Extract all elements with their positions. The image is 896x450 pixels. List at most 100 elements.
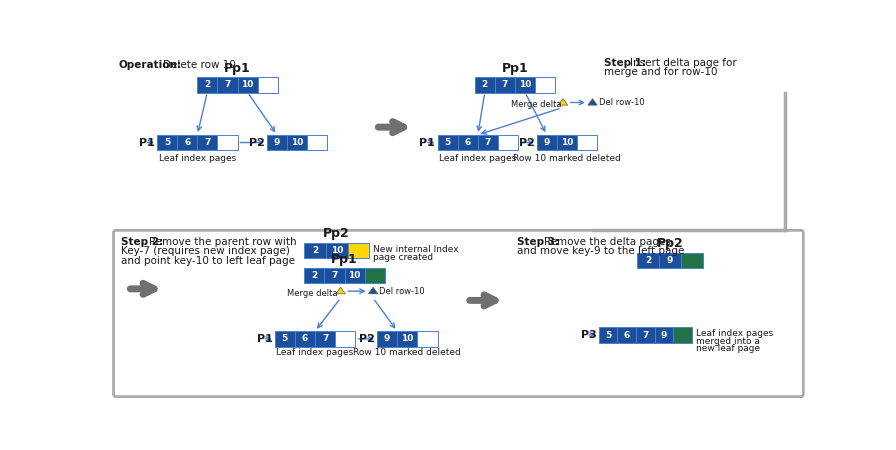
Bar [458,135,478,150]
Bar [495,77,515,93]
Bar [307,135,327,150]
Text: 2: 2 [312,246,318,255]
Text: 10: 10 [561,138,573,147]
Text: 10: 10 [331,246,343,255]
Text: Insert delta page for: Insert delta page for [630,58,737,68]
Text: new leaf page: new leaf page [696,344,761,353]
Text: 10: 10 [401,334,413,343]
Text: 9: 9 [544,138,550,147]
Bar [535,77,556,93]
Text: 2: 2 [482,80,488,89]
Text: 10: 10 [349,271,361,280]
Polygon shape [336,287,345,294]
Polygon shape [588,99,597,105]
Text: 7: 7 [485,138,491,147]
Bar [237,77,258,93]
Text: 9: 9 [667,256,673,265]
Text: 2: 2 [204,80,211,89]
Text: 9: 9 [384,334,391,343]
Bar [157,135,177,150]
Text: Remove the parent row with: Remove the parent row with [150,237,297,247]
Text: Key-7 (requires new index page): Key-7 (requires new index page) [121,247,290,256]
Text: Leaf index pages: Leaf index pages [159,154,236,163]
Bar [197,135,218,150]
Text: 6: 6 [624,331,630,340]
Bar [365,268,384,284]
Text: Delete row 10: Delete row 10 [163,60,236,70]
Bar [637,252,659,268]
Text: Pp1: Pp1 [224,62,251,75]
FancyBboxPatch shape [114,230,804,396]
Text: 5: 5 [281,334,288,343]
Bar [197,77,218,93]
Text: 7: 7 [502,80,508,89]
Text: Leaf index pages: Leaf index pages [277,348,354,357]
Text: P1: P1 [419,138,435,148]
Text: 6: 6 [302,334,308,343]
Text: 7: 7 [204,138,211,147]
Text: Leaf index pages: Leaf index pages [439,154,516,163]
Bar [305,243,326,258]
Text: 7: 7 [642,331,649,340]
Text: P2: P2 [519,138,534,148]
Text: P3: P3 [581,330,597,340]
Text: 2: 2 [645,256,651,265]
Polygon shape [368,287,378,294]
Bar [617,327,636,343]
Bar [498,135,518,150]
Bar [305,268,324,284]
Text: 6: 6 [465,138,471,147]
Text: merge and for row-10: merge and for row-10 [604,67,718,77]
Text: Del row-10: Del row-10 [379,287,425,296]
Bar [577,135,597,150]
Bar [515,77,535,93]
Bar [177,135,197,150]
Text: page created: page created [373,252,434,261]
Bar [275,331,295,346]
Bar [335,331,356,346]
Text: Merge delta: Merge delta [287,289,338,298]
Text: Step 2:: Step 2: [121,237,163,247]
Bar [681,252,702,268]
Text: 9: 9 [660,331,667,340]
Text: 10: 10 [291,138,304,147]
Text: 7: 7 [322,334,328,343]
Text: P1: P1 [139,138,155,148]
Text: Pp2: Pp2 [657,237,684,250]
Bar [397,331,418,346]
Text: merged into a: merged into a [696,337,760,346]
Bar [475,77,495,93]
Bar [258,77,278,93]
Text: 9: 9 [274,138,280,147]
Bar [295,331,315,346]
Bar [315,331,335,346]
Text: Pp1: Pp1 [332,253,358,266]
Bar [348,243,369,258]
Bar [418,331,437,346]
Bar [673,327,692,343]
Text: 7: 7 [332,271,338,280]
Text: New internal Index: New internal Index [373,245,459,254]
Text: Leaf index pages: Leaf index pages [696,329,773,338]
Bar [478,135,498,150]
Text: Row 10 marked deleted: Row 10 marked deleted [353,348,461,357]
Bar [556,135,577,150]
Text: and point key-10 to left leaf page: and point key-10 to left leaf page [121,256,296,266]
Text: P2: P2 [249,138,264,148]
Text: Step 1:: Step 1: [604,58,646,68]
Text: Step 3:: Step 3: [517,237,559,247]
Text: Operation:: Operation: [118,60,181,70]
Bar [287,135,307,150]
Text: 5: 5 [605,331,611,340]
Text: 5: 5 [444,138,451,147]
Text: Del row-10: Del row-10 [599,98,644,107]
Text: Remove the delta pages: Remove the delta pages [545,237,671,247]
Text: 2: 2 [311,271,317,280]
Text: Pp1: Pp1 [502,62,529,75]
Text: and move key-9 to the left page: and move key-9 to the left page [517,247,684,256]
Text: Merge delta: Merge delta [511,100,562,109]
Text: 5: 5 [164,138,170,147]
Text: P2: P2 [359,334,375,344]
Text: 7: 7 [224,80,230,89]
Bar [324,268,344,284]
